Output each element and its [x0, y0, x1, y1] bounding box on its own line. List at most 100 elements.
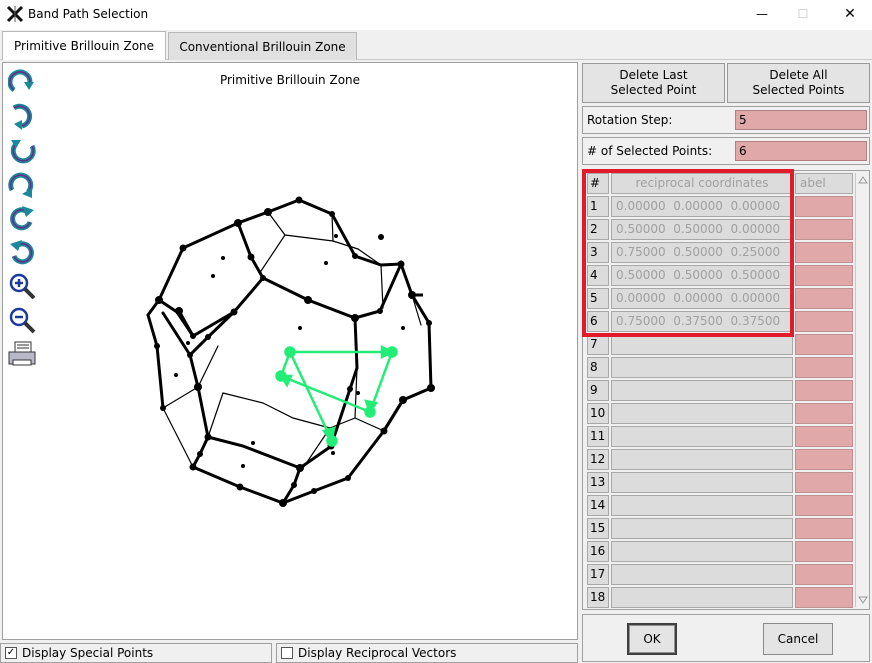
row-reciprocal-coordinates[interactable]	[611, 564, 793, 585]
scroll-down-icon[interactable]	[856, 593, 870, 607]
rotate-right-icon[interactable]	[6, 168, 38, 200]
row-index: 3	[587, 242, 609, 263]
row-reciprocal-coordinates[interactable]: 0.75000 0.37500 0.37500	[611, 311, 793, 332]
rotation-step-label: Rotation Step:	[587, 113, 673, 127]
row-index: 13	[587, 472, 609, 493]
minimize-button[interactable]: —	[756, 7, 768, 21]
print-icon[interactable]	[6, 338, 38, 370]
row-label[interactable]	[795, 265, 853, 286]
tab-conventional-brillouin-zone[interactable]: Conventional Brillouin Zone	[168, 32, 357, 60]
row-reciprocal-coordinates[interactable]	[611, 403, 793, 424]
view-toolbar	[6, 66, 40, 372]
row-label[interactable]	[795, 449, 853, 470]
delete-last-selected-point-button[interactable]: Delete Last Selected Point	[582, 63, 725, 103]
rotate-cw-icon[interactable]	[6, 202, 38, 234]
row-index: 17	[587, 564, 609, 585]
row-label[interactable]	[795, 219, 853, 240]
row-label[interactable]	[795, 518, 853, 539]
row-label[interactable]	[795, 242, 853, 263]
band-path	[275, 344, 398, 447]
rotate-ccw-icon[interactable]	[6, 236, 38, 268]
row-index: 12	[587, 449, 609, 470]
row-label[interactable]	[795, 541, 853, 562]
row-index: 4	[587, 265, 609, 286]
zoom-out-icon[interactable]	[6, 304, 38, 336]
close-button[interactable]: ✕	[844, 6, 856, 22]
cancel-button[interactable]: Cancel	[763, 623, 833, 655]
dialog-buttons: OK Cancel	[582, 614, 870, 662]
row-reciprocal-coordinates[interactable]	[611, 449, 793, 470]
delete-all-selected-points-button[interactable]: Delete All Selected Points	[727, 63, 870, 103]
row-reciprocal-coordinates[interactable]	[611, 357, 793, 378]
row-label[interactable]	[795, 357, 853, 378]
row-label[interactable]	[795, 403, 853, 424]
row-label[interactable]	[795, 288, 853, 309]
ok-button[interactable]: OK	[627, 623, 677, 655]
delete-last-line1: Delete Last	[619, 68, 688, 82]
row-reciprocal-coordinates[interactable]	[611, 518, 793, 539]
display-reciprocal-vectors-option[interactable]: Display Reciprocal Vectors	[276, 643, 578, 663]
row-index: 16	[587, 541, 609, 562]
delete-last-line2: Selected Point	[610, 83, 697, 97]
x-app-icon	[6, 5, 24, 23]
row-reciprocal-coordinates[interactable]: 0.50000 0.50000 0.00000	[611, 219, 793, 240]
display-reciprocal-vectors-label: Display Reciprocal Vectors	[298, 646, 457, 660]
delete-all-line2: Selected Points	[752, 83, 845, 97]
brillouin-zone-canvas[interactable]: Primitive Brillouin Zone	[2, 62, 578, 640]
row-index: 14	[587, 495, 609, 516]
row-reciprocal-coordinates[interactable]: 0.75000 0.50000 0.25000	[611, 242, 793, 263]
row-index: 1	[587, 196, 609, 217]
row-index: 5	[587, 288, 609, 309]
brillouin-zone-drawing	[146, 196, 435, 507]
rotate-up-icon[interactable]	[6, 66, 38, 98]
row-index: 2	[587, 219, 609, 240]
row-reciprocal-coordinates[interactable]	[611, 541, 793, 562]
zone-vertices	[154, 196, 435, 507]
row-index: 8	[587, 357, 609, 378]
rotation-step-row: Rotation Step: 5	[582, 106, 870, 134]
table-scrollbar[interactable]	[855, 173, 869, 607]
row-label[interactable]	[795, 196, 853, 217]
row-label[interactable]	[795, 426, 853, 447]
row-index: 15	[587, 518, 609, 539]
maximize-button[interactable]: ☐	[797, 7, 809, 21]
row-label[interactable]	[795, 380, 853, 401]
row-reciprocal-coordinates[interactable]	[611, 472, 793, 493]
header-index: #	[587, 173, 609, 194]
header-reciprocal-coordinates: reciprocal coordinates	[611, 173, 793, 194]
selected-points-label: # of Selected Points:	[587, 144, 713, 158]
tab-bar: Primitive Brillouin Zone Conventional Br…	[0, 30, 872, 60]
rotate-down-icon[interactable]	[6, 100, 38, 132]
zoom-in-icon[interactable]	[6, 270, 38, 302]
row-label[interactable]	[795, 564, 853, 585]
row-label[interactable]	[795, 472, 853, 493]
row-reciprocal-coordinates[interactable]: 0.00000 0.00000 0.00000	[611, 288, 793, 309]
header-label: abel	[795, 173, 853, 194]
row-label[interactable]	[795, 311, 853, 332]
row-reciprocal-coordinates[interactable]	[611, 380, 793, 401]
row-reciprocal-coordinates[interactable]: 0.00000 0.00000 0.00000	[611, 196, 793, 217]
tab-primitive-brillouin-zone[interactable]: Primitive Brillouin Zone	[2, 31, 166, 60]
row-reciprocal-coordinates[interactable]	[611, 426, 793, 447]
row-reciprocal-coordinates[interactable]	[611, 334, 793, 355]
row-index: 6	[587, 311, 609, 332]
row-label[interactable]	[795, 495, 853, 516]
delete-all-line1: Delete All	[769, 68, 828, 82]
display-reciprocal-vectors-checkbox[interactable]	[281, 647, 293, 659]
canvas-title: Primitive Brillouin Zone	[219, 73, 361, 87]
row-reciprocal-coordinates[interactable]	[611, 587, 793, 608]
selected-points-field: 6	[735, 141, 867, 161]
window-title: Band Path Selection	[28, 7, 149, 21]
row-index: 18	[587, 587, 609, 608]
row-label[interactable]	[795, 334, 853, 355]
display-special-points-option[interactable]: ✓ Display Special Points	[0, 643, 272, 663]
row-label[interactable]	[795, 587, 853, 608]
rotate-left-icon[interactable]	[6, 134, 38, 166]
selected-points-table: # reciprocal coordinates abel 1 0.00000 0…	[582, 170, 870, 610]
row-reciprocal-coordinates[interactable]: 0.50000 0.50000 0.50000	[611, 265, 793, 286]
scroll-up-icon[interactable]	[856, 173, 870, 187]
row-reciprocal-coordinates[interactable]	[611, 495, 793, 516]
title-bar: Band Path Selection — ☐ ✕	[0, 0, 872, 30]
display-special-points-checkbox[interactable]: ✓	[5, 647, 17, 659]
rotation-step-field[interactable]: 5	[735, 110, 867, 130]
